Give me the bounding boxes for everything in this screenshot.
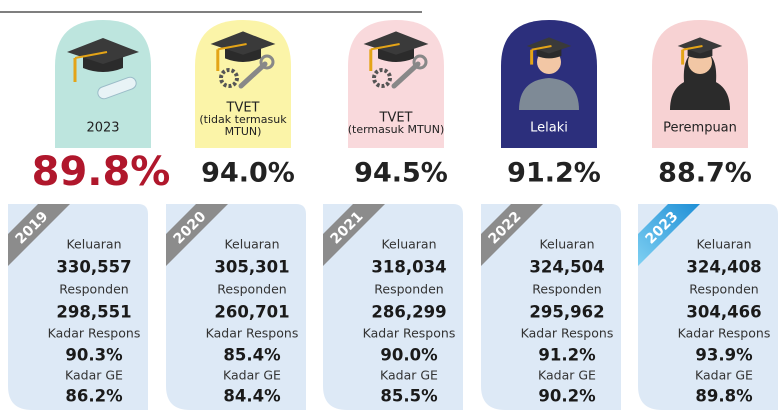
- row-label: Kadar Respons: [48, 326, 141, 341]
- row-label: Responden: [689, 282, 758, 297]
- row-value: 90.0%: [380, 346, 438, 365]
- card-label: MTUN): [225, 125, 262, 138]
- row-value: 298,551: [56, 303, 131, 322]
- row-value: 318,034: [371, 258, 446, 277]
- row-label: Keluaran: [224, 237, 279, 252]
- row-label: Kadar GE: [380, 368, 438, 383]
- row-value: 85.5%: [380, 387, 438, 406]
- row-value: 84.4%: [223, 387, 281, 406]
- row-label: Keluaran: [539, 237, 594, 252]
- row-label: Keluaran: [696, 237, 751, 252]
- card-label: (termasuk MTUN): [348, 123, 445, 136]
- top-card: Lelaki 91.2%: [501, 20, 601, 189]
- page: {"top_cards": [ {"label": ["2023"], "per…: [0, 0, 781, 410]
- row-label: Kadar Respons: [206, 326, 299, 341]
- row-value: 85.4%: [223, 346, 281, 365]
- row-value: 260,701: [214, 303, 289, 322]
- row-label: Keluaran: [66, 237, 121, 252]
- card-percent: 89.8%: [32, 149, 171, 195]
- row-label: Kadar GE: [223, 368, 281, 383]
- row-value: 90.3%: [65, 346, 123, 365]
- row-value: 324,504: [529, 258, 604, 277]
- row-label: Kadar GE: [538, 368, 596, 383]
- row-value: 330,557: [56, 258, 131, 277]
- top-card: Perempuan 88.7%: [652, 20, 752, 189]
- row-label: Kadar Respons: [521, 326, 614, 341]
- row-label: Responden: [217, 282, 286, 297]
- row-value: 304,466: [686, 303, 761, 322]
- row-value: 93.9%: [695, 346, 753, 365]
- row-label: Responden: [374, 282, 443, 297]
- row-value: 89.8%: [695, 387, 753, 406]
- top-card: 2023 89.8%: [32, 20, 171, 195]
- row-label: Responden: [532, 282, 601, 297]
- card-percent: 91.2%: [507, 158, 601, 189]
- infographic: 202389.8%TVET(tidak termasukMTUN)94.0%TV…: [0, 0, 781, 410]
- top-card: TVET(termasuk MTUN)94.5%: [348, 20, 448, 189]
- row-value: 91.2%: [538, 346, 596, 365]
- row-value: 295,962: [529, 303, 604, 322]
- row-label: Kadar Respons: [678, 326, 771, 341]
- card-label: Perempuan: [663, 121, 737, 136]
- row-value: 324,408: [686, 258, 761, 277]
- row-value: 90.2%: [538, 387, 596, 406]
- row-label: Keluaran: [381, 237, 436, 252]
- card-label: Lelaki: [530, 121, 568, 136]
- card-percent: 94.0%: [201, 158, 295, 189]
- row-value: 86.2%: [65, 387, 123, 406]
- row-value: 305,301: [214, 258, 289, 277]
- card-percent: 88.7%: [658, 158, 752, 189]
- card-label: 2023: [86, 121, 119, 136]
- row-value: 286,299: [371, 303, 446, 322]
- row-label: Kadar Respons: [363, 326, 456, 341]
- card-percent: 94.5%: [354, 158, 448, 189]
- row-label: Kadar GE: [695, 368, 753, 383]
- row-label: Kadar GE: [65, 368, 123, 383]
- row-label: Responden: [59, 282, 128, 297]
